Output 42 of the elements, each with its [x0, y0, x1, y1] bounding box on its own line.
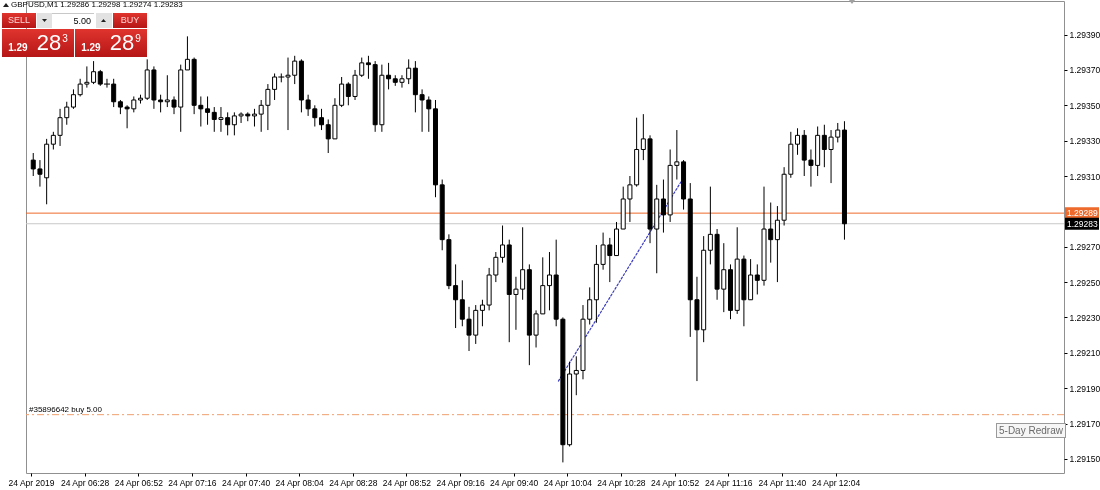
y-tick-label: 1.29330: [1069, 136, 1100, 147]
x-tick-label: 24 Apr 06:28: [61, 477, 110, 488]
x-tick-label: 24 Apr 10:04: [543, 477, 593, 488]
x-tick-label: 24 Apr 07:40: [221, 477, 271, 488]
x-tick-label: 24 Apr 09:16: [436, 477, 485, 488]
x-tick-label: 24 Apr 11:16: [704, 477, 753, 488]
x-tick-label: 24 Apr 10:52: [651, 477, 700, 488]
y-tick-label: 1.29150: [1069, 454, 1100, 465]
y-tick-label: 1.29230: [1069, 312, 1100, 323]
y-tick-label: 1.29310: [1069, 171, 1100, 182]
y-tick-label: 1.29210: [1069, 348, 1100, 359]
y-tick-label: 1.29190: [1069, 383, 1100, 394]
x-tick-label: 24 Apr 12:04: [811, 477, 861, 488]
x-tick-label: 24 Apr 08:04: [275, 477, 325, 488]
candlestick: [546, 251, 552, 311]
button: 5-Day Redraw: [996, 423, 1066, 438]
y-tick-label: 1.29270: [1069, 242, 1100, 253]
ref-line-label: #35896642 buy 5.00: [29, 404, 103, 414]
y-tick-label: 1.29170: [1069, 419, 1100, 429]
sell-button: SELL: [2, 13, 36, 28]
y-tick-label: 1.29350: [1069, 100, 1100, 111]
y-tick-label: 1.29250: [1069, 277, 1100, 288]
candlestick: [795, 127, 801, 156]
chart-title: GBPUSD,M1 1.29286 1.29298 1.29274 1.29283: [11, 0, 183, 10]
x-tick-label: 24 Apr 06:52: [114, 477, 164, 488]
x-tick-label: 24 Apr 11:40: [758, 477, 807, 488]
candlestick: [70, 88, 76, 110]
x-tick-label: 24 Apr 2019: [8, 477, 55, 488]
x-tick-label: 24 Apr 08:28: [329, 477, 378, 488]
candlestick: [500, 225, 506, 264]
x-tick-label: 24 Apr 07:16: [168, 477, 217, 488]
ref-line-label: 1.29289: [1067, 208, 1098, 219]
y-tick-label: 1.29370: [1069, 65, 1100, 76]
x-tick-label: 24 Apr 09:40: [490, 477, 539, 488]
buy-button: BUY: [113, 13, 147, 28]
y-tick-label: 1.29390: [1069, 30, 1100, 41]
candlestick: [205, 95, 211, 126]
candlestick: [319, 108, 325, 131]
x-tick-label: 24 Apr 10:28: [597, 477, 646, 488]
ref-line-label: 1.29283: [1067, 218, 1098, 229]
x-tick-label: 24 Apr 08:52: [382, 477, 432, 488]
candlestick: [365, 55, 371, 80]
